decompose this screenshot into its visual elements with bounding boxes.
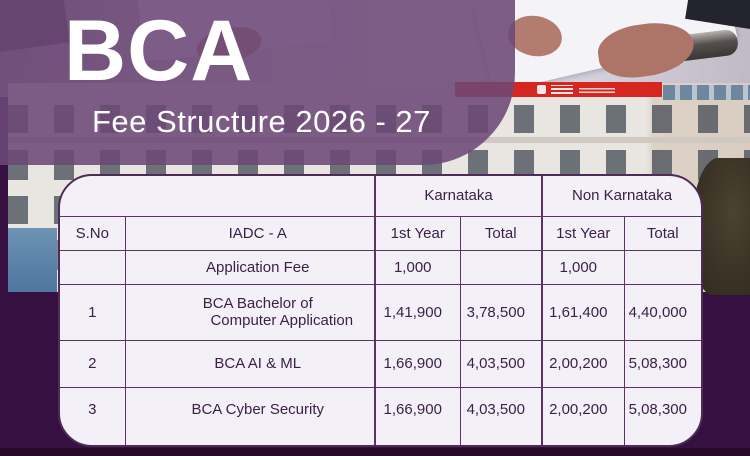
k-total-header: Total	[459, 215, 543, 251]
fee-cell: 2,00,200	[541, 386, 625, 445]
fee-cell: 3,78,500	[459, 283, 543, 341]
program-cell: BCA Bachelor of Computer Application	[124, 283, 376, 341]
fee-cell: 4,03,500	[459, 339, 543, 388]
program-cell: Application Fee	[124, 249, 376, 285]
fee-cell: 5,08,300	[623, 339, 701, 388]
purple-header-overlay: BCA Fee Structure 2026 - 27	[0, 0, 515, 165]
column-header-row: S.No IADC - A 1st Year Total 1st Year To…	[60, 215, 701, 251]
fee-cell: 1,66,900	[374, 386, 461, 445]
karnataka-header: Karnataka	[373, 176, 543, 217]
sno-cell	[60, 249, 126, 285]
page-subtitle: Fee Structure 2026 - 27	[92, 104, 431, 139]
fee-cell	[623, 249, 701, 285]
nk-first-year-header: 1st Year	[541, 215, 625, 251]
banner-logo-icon	[537, 85, 546, 94]
bottom-bar	[0, 448, 750, 456]
fee-cell: 2,00,200	[541, 339, 625, 388]
fee-table-card: Karnataka Non Karnataka S.No IADC - A 1s…	[58, 174, 703, 447]
program-line: BCA Bachelor of	[202, 295, 313, 312]
window-strip	[663, 85, 750, 100]
table-row-application-fee: Application Fee 1,000 1,000	[60, 249, 701, 285]
fee-cell: 1,000	[541, 249, 625, 285]
blue-patch	[8, 228, 57, 292]
sno-cell: 2	[60, 339, 126, 388]
fee-cell: 1,000	[374, 249, 461, 285]
program-cell: BCA Cyber Security	[124, 386, 376, 445]
non-karnataka-header: Non Karnataka	[541, 176, 701, 217]
sno-cell: 1	[60, 283, 126, 341]
sno-header: S.No	[60, 215, 126, 251]
fee-cell: 1,61,400	[541, 283, 625, 341]
fee-cell: 1,41,900	[374, 283, 461, 341]
k-first-year-header: 1st Year	[374, 215, 461, 251]
program-cell: BCA AI & ML	[124, 339, 376, 388]
group-header-blank	[60, 176, 376, 217]
sno-cell: 3	[60, 386, 126, 445]
banner-logo-icon	[551, 85, 573, 94]
fee-cell: 5,08,300	[623, 386, 701, 445]
fee-cell: 4,40,000	[623, 283, 701, 341]
page-title: BCA	[64, 3, 254, 99]
fee-cell	[459, 249, 543, 285]
table-row-bca-ai-ml: 2 BCA AI & ML 1,66,900 4,03,500 2,00,200…	[60, 339, 701, 388]
fee-cell: 4,03,500	[459, 386, 543, 445]
banner-text-mark	[579, 86, 615, 93]
nk-total-header: Total	[623, 215, 701, 251]
table-row-bca: 1 BCA Bachelor of Computer Application 1,…	[60, 283, 701, 341]
fee-table: Karnataka Non Karnataka S.No IADC - A 1s…	[60, 176, 701, 445]
group-header-row: Karnataka Non Karnataka	[60, 176, 701, 217]
program-line: Computer Application	[210, 312, 354, 329]
table-row-bca-cyber-security: 3 BCA Cyber Security 1,66,900 4,03,500 2…	[60, 386, 701, 445]
program-header: IADC - A	[124, 215, 376, 251]
fee-cell: 1,66,900	[374, 339, 461, 388]
